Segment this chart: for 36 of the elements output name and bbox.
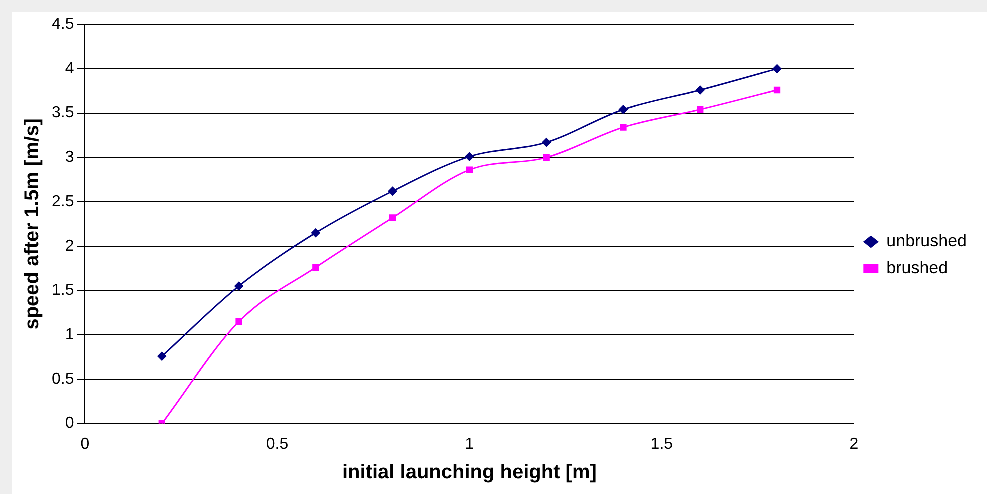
point [311, 228, 320, 238]
point [772, 64, 782, 74]
y-tick-label: 2.5 [52, 193, 74, 210]
y-tick-label: 1 [65, 326, 74, 344]
x-tick-label: 0 [80, 436, 90, 453]
y-tick-label: 2 [65, 238, 74, 255]
y-tick-label: 3.5 [52, 104, 74, 122]
point [543, 154, 550, 161]
legend-label: unbrushed [886, 232, 967, 251]
point [388, 186, 398, 196]
point [236, 318, 242, 326]
point [312, 264, 320, 271]
y-tick-label: 1.5 [52, 282, 74, 300]
x-tick-label: 1.5 [650, 436, 674, 453]
point [774, 86, 781, 94]
point [542, 138, 552, 148]
y-axis-title: speed after 1.5m [m/s] [22, 118, 44, 330]
x-tick-label: 1 [465, 436, 474, 453]
y-tick-label: 4 [65, 60, 74, 78]
y-tick-label: 0 [65, 415, 74, 432]
legend-label: brushed [886, 258, 948, 278]
point [389, 214, 396, 222]
point [696, 86, 705, 95]
y-tick-label: 3 [65, 149, 74, 166]
y-tick-label: 0.5 [52, 370, 74, 388]
x-tick-label: 2 [850, 436, 859, 453]
point [697, 106, 704, 114]
y-tick-label: 4.5 [52, 16, 74, 34]
x-tick-label: 0.5 [266, 436, 289, 453]
point [620, 124, 627, 131]
x-axis-title: initial launching height [m] [342, 462, 597, 484]
point [158, 352, 167, 361]
point [618, 105, 628, 114]
point [465, 152, 474, 162]
point [234, 282, 244, 291]
point [466, 166, 474, 174]
